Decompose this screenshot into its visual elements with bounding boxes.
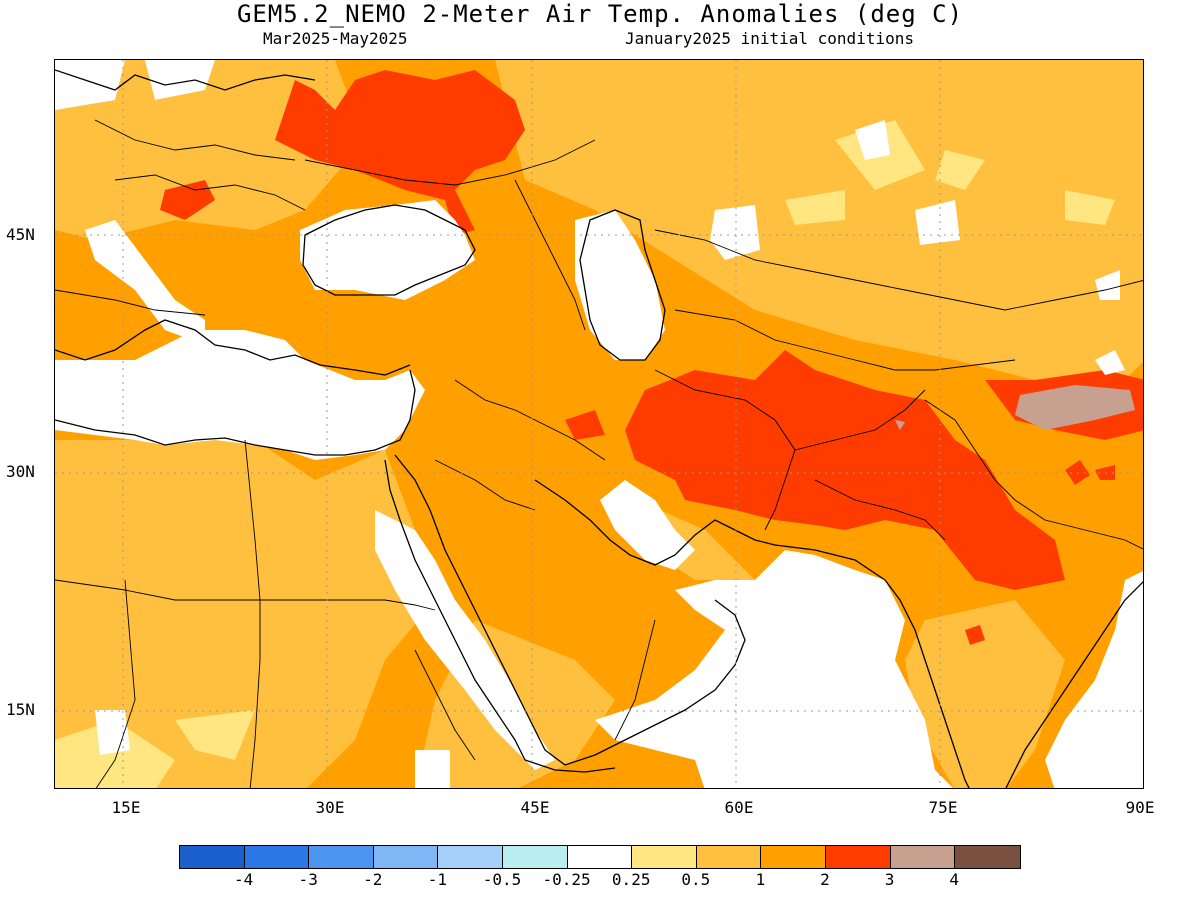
colorbar-label: -1 bbox=[427, 870, 448, 889]
lat-label-15n: 15N bbox=[6, 700, 35, 719]
colorbar-label: -4 bbox=[233, 870, 254, 889]
colorbar-label: -2 bbox=[363, 870, 383, 889]
anomaly-field-0.5-1 bbox=[55, 60, 1143, 788]
lon-label-30e: 30E bbox=[315, 798, 345, 817]
initial-conditions-label: January2025 initial conditions bbox=[625, 29, 914, 48]
colorbar-swatch bbox=[244, 846, 310, 868]
lat-label-45n: 45N bbox=[6, 225, 35, 244]
colorbar-label: 0.25 bbox=[611, 870, 651, 889]
anomaly-map bbox=[54, 59, 1144, 789]
colorbar-swatch bbox=[955, 846, 1020, 868]
anomaly-field-3-4 bbox=[895, 385, 1135, 430]
colorbar-swatch bbox=[761, 846, 826, 868]
coastlines bbox=[55, 69, 1143, 788]
lon-label-45e: 45E bbox=[520, 798, 550, 817]
lon-label-75e: 75E bbox=[928, 798, 958, 817]
lon-label-15e: 15E bbox=[111, 798, 141, 817]
colorbar-label: -0.5 bbox=[482, 870, 522, 889]
colorbar-swatch bbox=[632, 846, 697, 868]
colorbar-swatch bbox=[373, 846, 439, 868]
lon-label-90e: 90E bbox=[1125, 798, 1155, 817]
colorbar-label: 0.5 bbox=[681, 870, 711, 889]
colorbar-swatch bbox=[567, 846, 633, 868]
colorbar bbox=[179, 845, 1021, 869]
colorbar-label: 2 bbox=[820, 870, 830, 889]
colorbar-swatch bbox=[309, 846, 374, 868]
lon-label-60e: 60E bbox=[724, 798, 754, 817]
colorbar-swatch bbox=[825, 846, 891, 868]
gridlines bbox=[55, 60, 1143, 788]
colorbar-label: 1 bbox=[755, 870, 766, 889]
colorbar-swatch bbox=[502, 846, 568, 868]
country-borders bbox=[55, 119, 1143, 788]
forecast-period: Mar2025-May2025 bbox=[263, 29, 408, 48]
colorbar-swatch bbox=[696, 846, 762, 868]
lat-label-30n: 30N bbox=[6, 462, 35, 481]
map-title: GEM5.2_NEMO 2-Meter Air Temp. Anomalies … bbox=[236, 0, 964, 28]
colorbar-swatch bbox=[180, 846, 245, 868]
colorbar-label: -3 bbox=[298, 870, 318, 889]
colorbar-label: -0.25 bbox=[542, 870, 591, 889]
anomaly-field-near-zero bbox=[55, 60, 1143, 788]
colorbar-label: 3 bbox=[884, 870, 895, 889]
colorbar-swatch bbox=[438, 846, 503, 868]
colorbar-swatch bbox=[890, 846, 956, 868]
colorbar-label: 4 bbox=[949, 870, 960, 889]
